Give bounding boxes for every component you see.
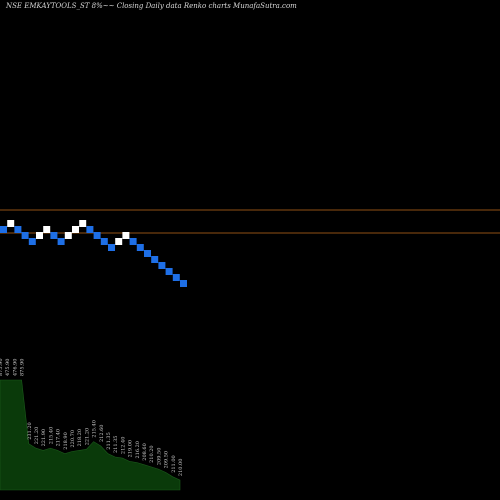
renko-brick xyxy=(122,232,130,239)
renko-brick xyxy=(57,238,65,245)
volume-label: 475.90 xyxy=(5,359,11,377)
volume-label: 212.40 xyxy=(120,437,126,455)
renko-brick xyxy=(0,226,7,233)
renko-brick xyxy=(129,238,137,245)
volume-label: 211.35 xyxy=(106,432,112,450)
volume-label: 875.90 xyxy=(20,359,26,377)
renko-brick xyxy=(21,232,29,239)
renko-brick xyxy=(36,232,43,239)
renko-brick xyxy=(100,238,108,245)
volume-label: 210.20 xyxy=(149,445,155,463)
renko-brick xyxy=(158,262,166,269)
renko-brick xyxy=(43,226,51,233)
volume-label: 209.50 xyxy=(156,448,162,466)
renko-brick xyxy=(115,238,123,245)
renko-brick xyxy=(180,280,187,287)
renko-brick xyxy=(7,220,15,227)
volume-label: 215.40 xyxy=(48,427,54,445)
renko-brick xyxy=(108,244,115,251)
renko-brick xyxy=(86,226,94,233)
volume-label: 221.20 xyxy=(34,427,40,445)
renko-brick xyxy=(79,220,87,227)
volume-label: 220.70 xyxy=(70,430,76,448)
volume-label: 211.35 xyxy=(113,436,119,454)
volume-label: 215.40 xyxy=(92,420,98,438)
volume-label: 231.20 xyxy=(27,422,33,440)
renko-brick xyxy=(93,232,101,239)
volume-label: 217.40 xyxy=(56,429,62,447)
volume-label: 210.00 xyxy=(178,459,184,477)
renko-brick xyxy=(14,226,22,233)
renko-brick xyxy=(172,274,180,281)
volume-label: 221.20 xyxy=(84,428,90,446)
renko-brick xyxy=(50,232,58,239)
renko-brick xyxy=(64,232,72,239)
volume-label: 209.50 xyxy=(164,451,170,469)
renko-brick xyxy=(165,268,173,275)
volume-label: 218.90 xyxy=(63,432,69,450)
renko-brick xyxy=(136,244,144,251)
volume-label: 208.60 xyxy=(142,443,148,461)
volume-label: 221.90 xyxy=(41,429,47,447)
volume-label: 476.90 xyxy=(12,359,18,377)
renko-brick xyxy=(72,226,79,233)
renko-brick xyxy=(28,238,36,245)
volume-label: 216.20 xyxy=(135,441,141,459)
volume-label: 211.00 xyxy=(171,455,177,473)
volume-label: 875.90 xyxy=(0,359,4,377)
volume-label: 212.60 xyxy=(99,425,105,443)
volume-label: 219.00 xyxy=(128,440,134,458)
volume-label: 218.20 xyxy=(77,429,83,447)
chart-title: NSE EMKAYTOOLS_ST 8%~~ Closing Daily dat… xyxy=(6,2,297,10)
renko-brick xyxy=(151,256,159,263)
volume-area xyxy=(0,379,181,491)
renko-brick xyxy=(144,250,151,257)
